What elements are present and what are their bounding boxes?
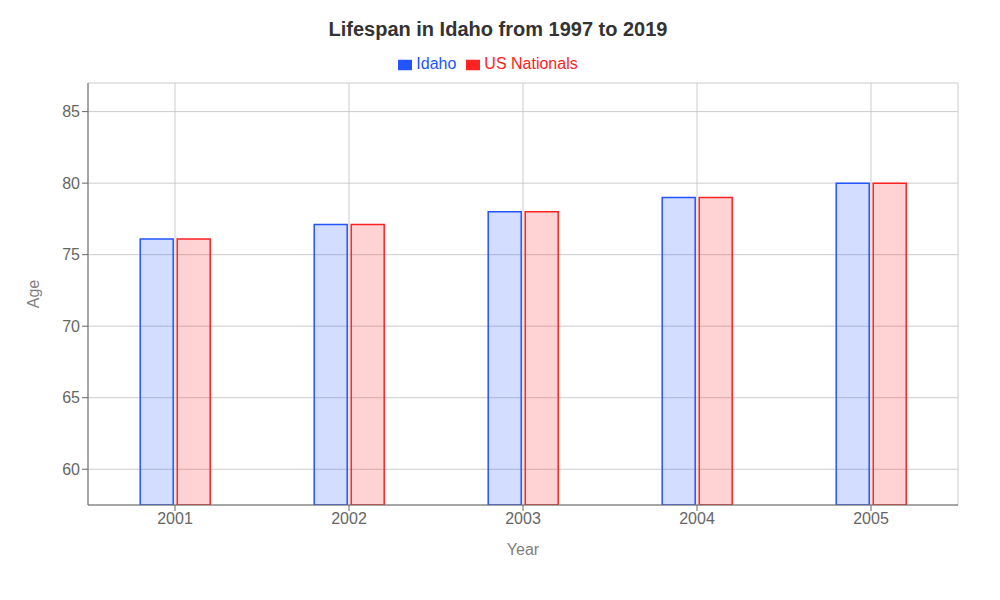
svg-text:Age: Age — [25, 280, 42, 309]
svg-text:85: 85 — [62, 103, 80, 120]
svg-text:2002: 2002 — [331, 510, 367, 527]
svg-text:65: 65 — [62, 389, 80, 406]
svg-text:2001: 2001 — [157, 510, 193, 527]
svg-text:60: 60 — [62, 461, 80, 478]
svg-text:75: 75 — [62, 246, 80, 263]
html-text:US Nationals: US Nationals — [484, 55, 578, 72]
html-text:Lifespan in Idaho from 1997 to: Lifespan in Idaho from 1997 to 2019 — [328, 18, 668, 40]
svg-text:2004: 2004 — [679, 510, 715, 527]
svg-text:70: 70 — [62, 318, 80, 335]
html-text:Idaho: Idaho — [416, 55, 457, 72]
svg-text:2003: 2003 — [505, 510, 541, 527]
svg-text:2005: 2005 — [853, 510, 889, 527]
svg-text:80: 80 — [62, 175, 80, 192]
svg-text:Year: Year — [507, 541, 540, 558]
